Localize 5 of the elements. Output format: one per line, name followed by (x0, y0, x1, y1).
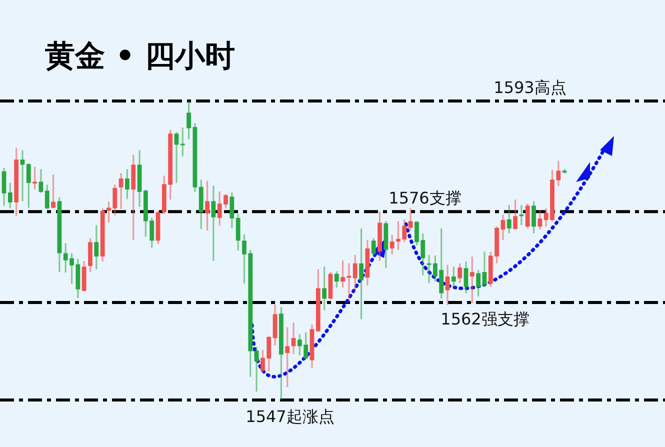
ref-line-label: 1562强支撑 (440, 310, 530, 329)
ref-line-label: 1593高点 (494, 78, 566, 97)
ref-line-label: 1547起涨点 (246, 407, 334, 426)
title: 黄金 • 四小时 (45, 39, 236, 74)
ref-line-label: 1576支撑 (388, 188, 462, 208)
